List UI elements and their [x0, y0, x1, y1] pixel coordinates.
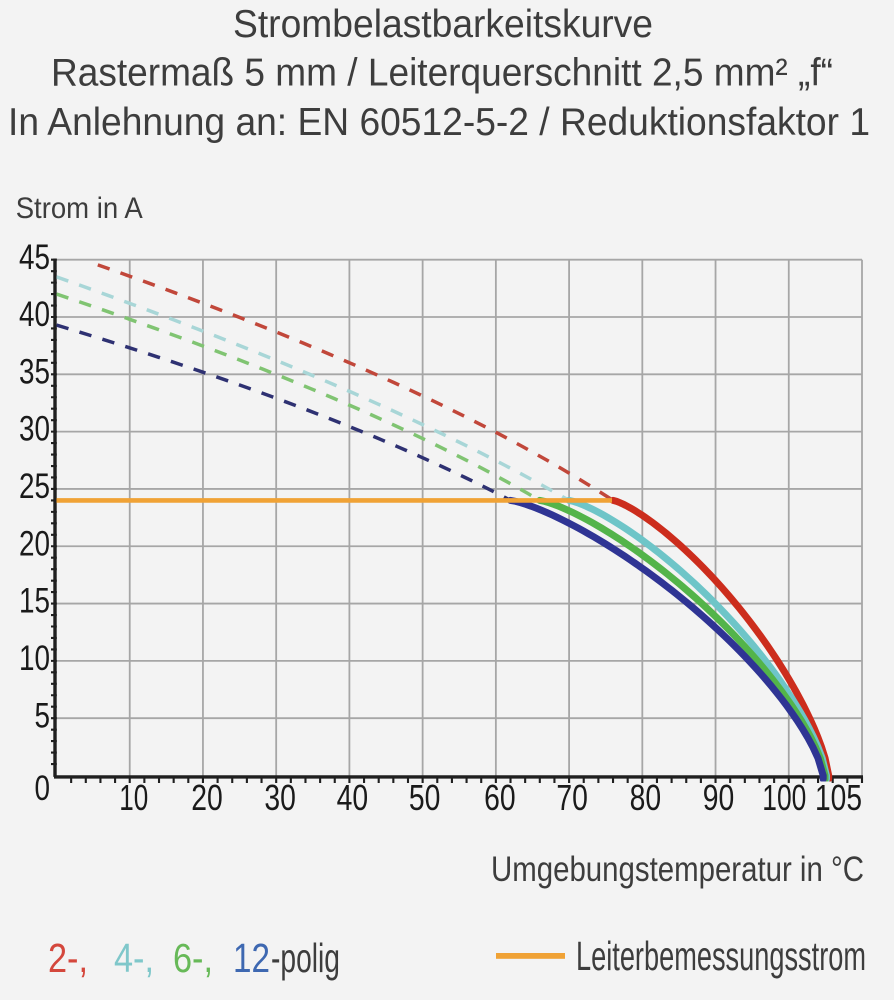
svg-text:Rastermaß 5 mm / Leiterquersch: Rastermaß 5 mm / Leiterquerschnitt 2,5 m… — [51, 52, 833, 95]
svg-text:12: 12 — [233, 935, 270, 981]
svg-text:6-,: 6-, — [173, 935, 213, 981]
svg-text:15: 15 — [19, 582, 50, 621]
svg-text:100: 100 — [762, 777, 806, 818]
svg-text:105: 105 — [815, 777, 862, 818]
svg-text:30: 30 — [264, 777, 296, 818]
svg-text:90: 90 — [703, 777, 735, 818]
svg-text:45: 45 — [19, 238, 50, 277]
svg-text:0: 0 — [35, 769, 51, 808]
svg-text:25: 25 — [19, 467, 50, 506]
svg-text:60: 60 — [484, 777, 516, 818]
svg-text:70: 70 — [556, 777, 588, 818]
svg-text:Strombelastbarkeitskurve: Strombelastbarkeitskurve — [233, 3, 653, 46]
svg-text:20: 20 — [19, 524, 50, 563]
svg-text:20: 20 — [191, 777, 223, 818]
svg-text:30: 30 — [19, 410, 50, 449]
svg-text:40: 40 — [337, 777, 369, 818]
svg-text:40: 40 — [19, 295, 50, 334]
svg-text:Umgebungstemperatur in °C: Umgebungstemperatur in °C — [491, 850, 864, 889]
svg-text:2-,: 2-, — [48, 935, 88, 981]
svg-text:10: 10 — [19, 639, 50, 678]
svg-text:In Anlehnung an: EN 60512-5-2: In Anlehnung an: EN 60512-5-2 / Reduktio… — [8, 101, 870, 144]
svg-text:10: 10 — [119, 777, 148, 818]
svg-text:5: 5 — [35, 696, 51, 735]
svg-text:-polig: -polig — [271, 935, 340, 981]
svg-text:4-,: 4-, — [114, 935, 154, 981]
svg-text:80: 80 — [630, 777, 662, 818]
svg-text:35: 35 — [19, 352, 50, 391]
svg-text:50: 50 — [409, 777, 441, 818]
svg-text:Strom in A: Strom in A — [16, 192, 143, 225]
svg-text:Leiterbemessungsstrom: Leiterbemessungsstrom — [576, 933, 866, 979]
